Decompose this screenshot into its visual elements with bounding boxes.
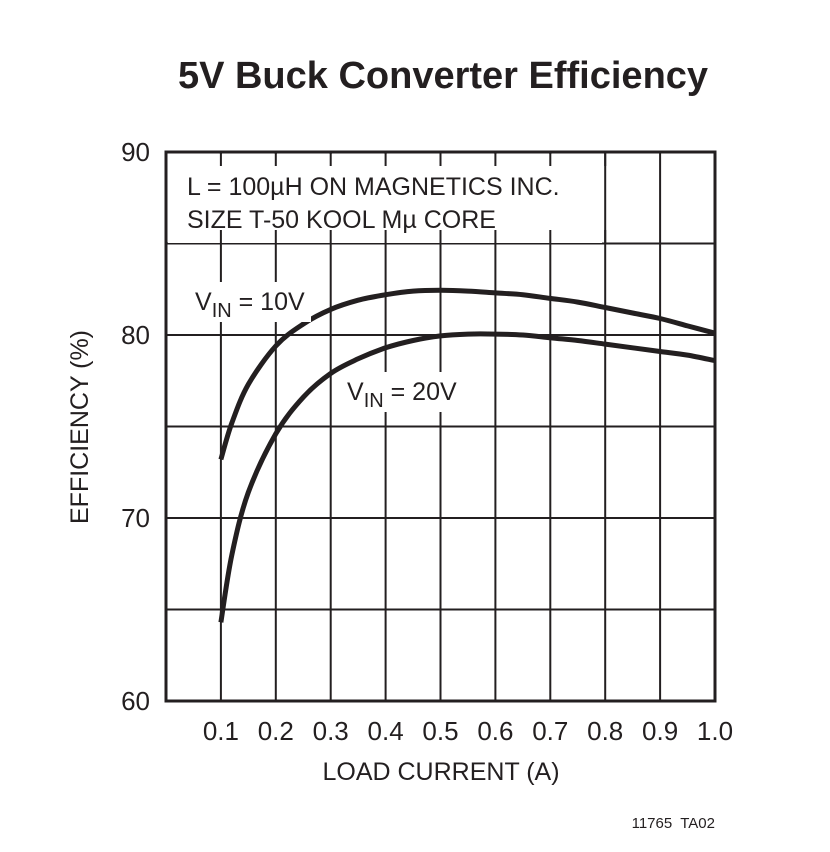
x-tick-label: 0.7 <box>532 716 568 746</box>
y-tick-label: 80 <box>121 320 150 350</box>
x-tick-label: 1.0 <box>697 716 733 746</box>
x-tick-label: 0.1 <box>203 716 239 746</box>
x-tick-label: 0.5 <box>422 716 458 746</box>
x-tick-label: 0.8 <box>587 716 623 746</box>
y-axis-label: EFFICIENCY (%) <box>66 330 94 524</box>
x-tick-label: 0.2 <box>258 716 294 746</box>
note-line: SIZE T-50 KOOL Mµ CORE <box>187 206 496 234</box>
x-tick-label: 0.6 <box>477 716 513 746</box>
figure-id: 11765 TA02 <box>632 815 715 832</box>
x-tick-label: 0.4 <box>368 716 404 746</box>
x-tick-label: 0.9 <box>642 716 678 746</box>
chart-title: 5V Buck Converter Efficiency <box>178 55 708 97</box>
note-background <box>168 154 602 243</box>
y-tick-label: 70 <box>121 503 150 533</box>
label-background <box>191 282 311 322</box>
x-axis-ticks: 0.1 0.2 0.3 0.4 0.5 0.6 0.7 0.8 0.9 1.0 <box>203 716 733 746</box>
x-tick-label: 0.3 <box>313 716 349 746</box>
series-label: VIN = 20V <box>347 378 457 412</box>
series-label: VIN = 10V <box>195 288 305 322</box>
curve-vin-20v <box>218 331 716 623</box>
efficiency-curves <box>218 287 716 623</box>
inductor-note: L = 100µH ON MAGNETICS INC. SIZE T-50 KOO… <box>168 152 607 244</box>
x-axis-label: LOAD CURRENT (A) <box>322 758 559 786</box>
note-line: L = 100µH ON MAGNETICS INC. <box>187 173 560 201</box>
series-labels: VIN = 10V VIN = 20V <box>191 282 463 412</box>
y-tick-label: 60 <box>121 686 150 716</box>
y-axis-ticks: 60 70 80 90 <box>121 137 150 716</box>
y-tick-label: 90 <box>121 137 150 167</box>
curve-vin-10v <box>218 287 716 461</box>
label-background <box>343 372 463 412</box>
